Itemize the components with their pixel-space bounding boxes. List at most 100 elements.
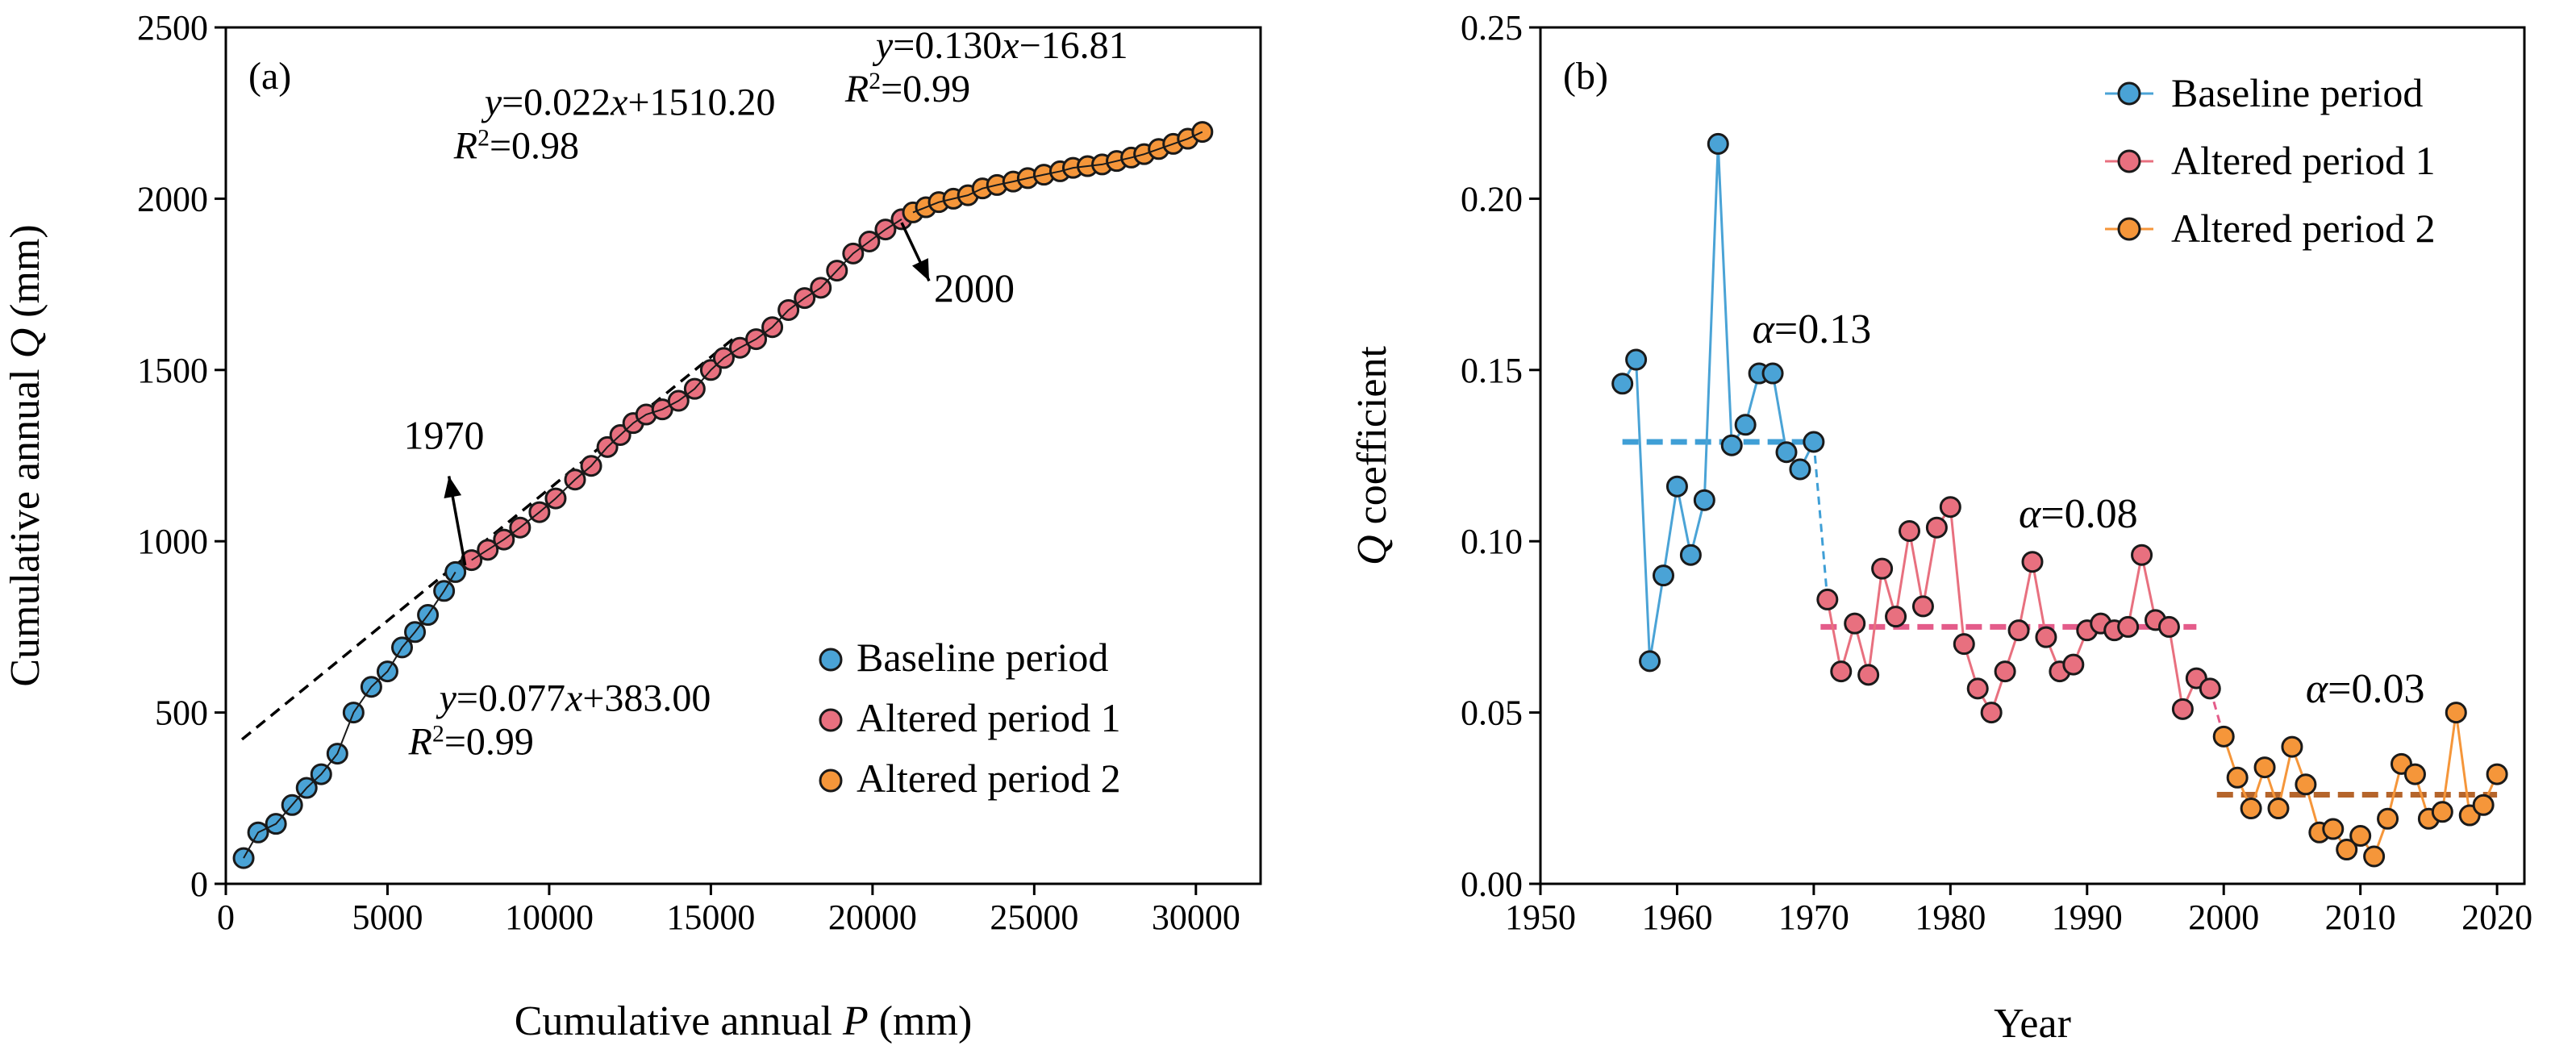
series-line [912,131,1203,214]
data-point [2226,766,2249,789]
r-squared-label: R2=0.98 [453,124,579,168]
arrow-head [911,258,930,281]
data-point [1734,414,1757,436]
panel-label: (a) [248,55,291,98]
alpha-label: α=0.13 [1753,306,1872,352]
data-point [2349,825,2372,848]
x-tick-label: 1980 [1915,898,1986,937]
y-tick-label: 2000 [137,179,208,219]
data-point [1857,664,1880,686]
series-line [243,571,456,859]
y-tick-label: 0.25 [1461,8,1523,48]
legend-marker [819,769,843,793]
data-point [1803,431,1825,453]
period-connector [1812,441,1829,600]
y-axis-title-part: Q [2,328,48,359]
y-tick-label: 0.05 [1461,694,1523,733]
r-squared-label-part: 2 [869,68,881,94]
r-squared-label-part: R [453,124,477,167]
x-tick-label: 1970 [1778,898,1849,937]
data-point [2377,807,2399,830]
equation-label-part: x [565,677,582,719]
r-squared-label-part: =0.99 [881,68,970,110]
x-tick-label: 20000 [828,898,917,937]
x-tick-label: 30000 [1152,898,1240,937]
panel-b-line-chart: 1950 1960 1970 1980 1990 2000 2010 2020 0.00 0.05… [1349,8,2532,1047]
x-tick-label: 2010 [2325,898,2396,937]
x-tick-label: 5000 [352,898,423,937]
y-axis-title: Q coefficient [1349,345,1395,564]
legend-label: Baseline period [2171,70,2423,115]
alpha-label-part: =0.03 [2328,666,2424,712]
equation-label-part: +1510.20 [627,81,775,123]
equation-label-part: x [610,81,627,123]
data-point [1639,650,1661,673]
legend-label: Altered period 1 [2171,138,2436,183]
data-point [1953,633,1975,656]
legend-marker [819,648,843,672]
x-axis-title-part: (mm) [869,998,973,1044]
r-squared-label-part: R [408,720,432,763]
alpha-label-part: α [1753,306,1776,352]
panel-label-part: (a) [248,55,291,98]
equation-label-part: x [1001,24,1019,67]
r-squared-label-part: =0.99 [444,720,534,763]
arrow-head [444,476,462,499]
data-point [1966,677,1989,700]
trend-line [240,556,466,741]
y-tick-label: 0.20 [1461,179,1523,219]
y-tick-label: 0.00 [1461,864,1523,904]
legend-label: Altered period 2 [2171,206,2436,251]
y-tick-label: 0 [190,864,208,904]
plot-frame [224,26,1262,885]
data-point [2199,677,2221,700]
equation-label-part: =0.130 [893,24,1002,67]
data-point [1939,496,1961,519]
r-squared-label: R2=0.99 [844,68,970,110]
data-point [1611,373,1634,395]
data-point [1816,588,1839,610]
data-point [2157,615,2180,638]
y-tick-label: 500 [155,694,208,733]
y-tick-label: 0.10 [1461,522,1523,561]
data-point [2007,619,2030,642]
y-tick-label: 2500 [137,8,208,48]
data-point [1707,132,1729,155]
panel-label: (b) [1563,55,1608,98]
data-point [2212,725,2235,748]
data-point [1720,434,1743,456]
data-point [1871,557,1894,580]
x-tick-label: 25000 [990,898,1078,937]
equation-label-part: +383.00 [582,677,711,719]
legend-label: Altered period 2 [857,756,1121,801]
alpha-label-part: α [2306,666,2329,712]
data-point [2363,845,2386,868]
legend-marker [819,708,843,732]
data-point [2021,551,2044,573]
data-point [2035,626,2057,648]
equation-label-part: =0.077 [456,677,565,719]
arrow-label: 1970 [404,413,485,458]
data-point [1693,489,1715,511]
plot-frame [1539,26,2526,885]
data-point [2336,839,2358,861]
legend-marker [2117,217,2141,241]
data-point [1761,362,1784,385]
x-tick-label: 1950 [1505,898,1576,937]
alpha-label-part: α [2019,491,2042,537]
alpha-label-part: =0.08 [2040,491,2137,537]
y-axis-title-part: (mm) [2,224,48,328]
data-point [1885,606,1907,628]
equation-label-part: −16.81 [1019,24,1128,67]
series-line [471,219,902,561]
data-point [1911,595,1934,618]
legend-marker [2117,81,2141,106]
data-point [2240,798,2262,820]
panel-label-part: (b) [1563,55,1608,98]
equation-label: y=0.022x+1510.20 [481,81,776,123]
data-point [1653,564,1674,587]
data-point [1665,475,1688,498]
equation-label-part: =0.022 [502,81,611,123]
r-squared-label-part: R [844,68,869,110]
y-tick-label: 1000 [137,522,208,561]
